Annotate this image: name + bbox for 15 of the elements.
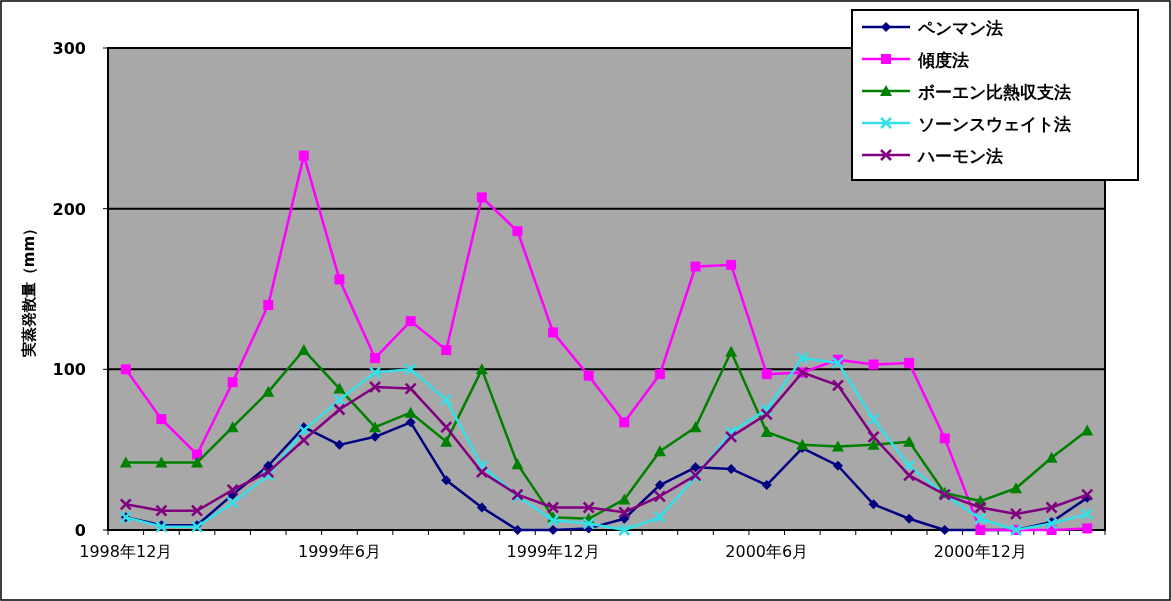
x-tick-label: 1999年12月 [506, 542, 600, 561]
x-tick-label: 1998年12月 [79, 542, 173, 561]
x-tick-label: 1999年6月 [297, 542, 381, 561]
x-tick-label: 2000年12月 [933, 542, 1027, 561]
y-tick-label: 200 [52, 199, 86, 219]
y-tick-label: 300 [52, 39, 86, 58]
y-tick-label: 0 [74, 521, 86, 540]
legend-label: ペンマン法 [917, 18, 1003, 38]
legend-label: ハーモン法 [916, 146, 1003, 166]
x-tick-label: 2000年6月 [725, 542, 809, 561]
y-tick-label: 100 [52, 360, 86, 380]
y-axis-title: 実蒸発散量（mm） [20, 220, 38, 359]
legend-label: ソーンスウェイト法 [918, 114, 1071, 134]
legend-label: ボーエン比熱収支法 [917, 82, 1071, 102]
legend-label: 傾度法 [917, 50, 969, 70]
